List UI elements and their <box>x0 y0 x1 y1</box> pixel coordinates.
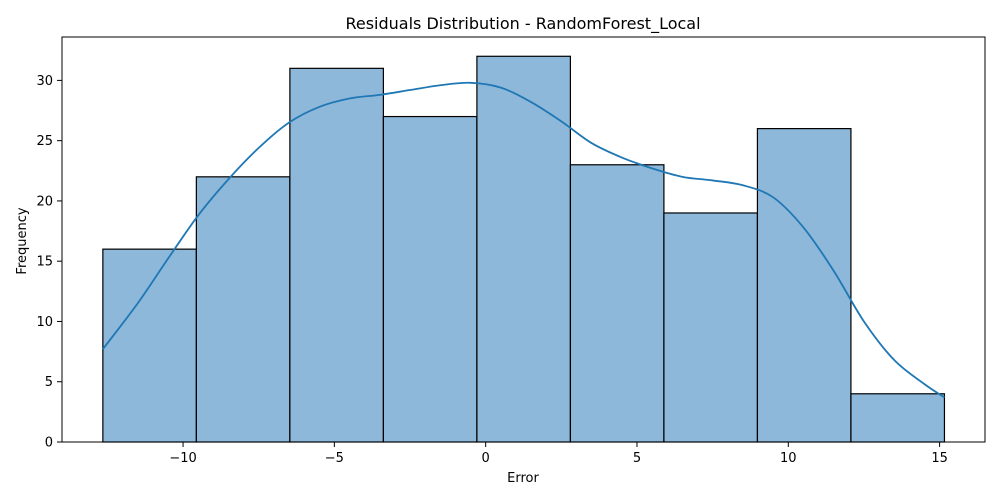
histogram-bar <box>195 176 291 443</box>
y-tick-label: 20 <box>36 194 53 209</box>
x-tick-label: 15 <box>931 451 948 466</box>
histogram-bar <box>476 55 572 443</box>
histogram-bar <box>569 164 665 443</box>
y-tick-label: 15 <box>36 255 53 270</box>
x-tick-label: 0 <box>482 451 490 466</box>
histogram-bar <box>102 248 197 443</box>
y-axis-ticks: 0 5 10 15 20 25 30 <box>36 74 62 451</box>
histogram-bar <box>663 212 759 443</box>
plot-border <box>61 36 986 443</box>
y-tick-label: 10 <box>36 315 53 330</box>
x-axis-ticks: −10 −5 0 5 10 15 <box>169 442 948 466</box>
x-tick-label: −10 <box>169 451 196 466</box>
x-tick-label: 10 <box>780 451 797 466</box>
y-tick-label: 25 <box>36 134 53 149</box>
y-axis-label: Frequency <box>15 207 30 274</box>
histogram-bars <box>102 55 946 443</box>
axes-frame <box>61 36 986 443</box>
x-tick-label: 5 <box>633 451 641 466</box>
histogram-bar <box>756 128 852 443</box>
x-axis-label: Error <box>507 471 539 486</box>
kde-line <box>102 81 945 399</box>
y-tick-label: 0 <box>45 436 53 451</box>
y-tick-label: 30 <box>36 74 53 89</box>
x-tick-label: −5 <box>325 451 344 466</box>
chart-title: Residuals Distribution - RandomForest_Lo… <box>345 14 700 34</box>
histogram-bar <box>382 115 478 443</box>
y-tick-label: 5 <box>45 375 53 390</box>
histogram-bar <box>850 393 946 443</box>
histogram-bar <box>289 67 384 443</box>
